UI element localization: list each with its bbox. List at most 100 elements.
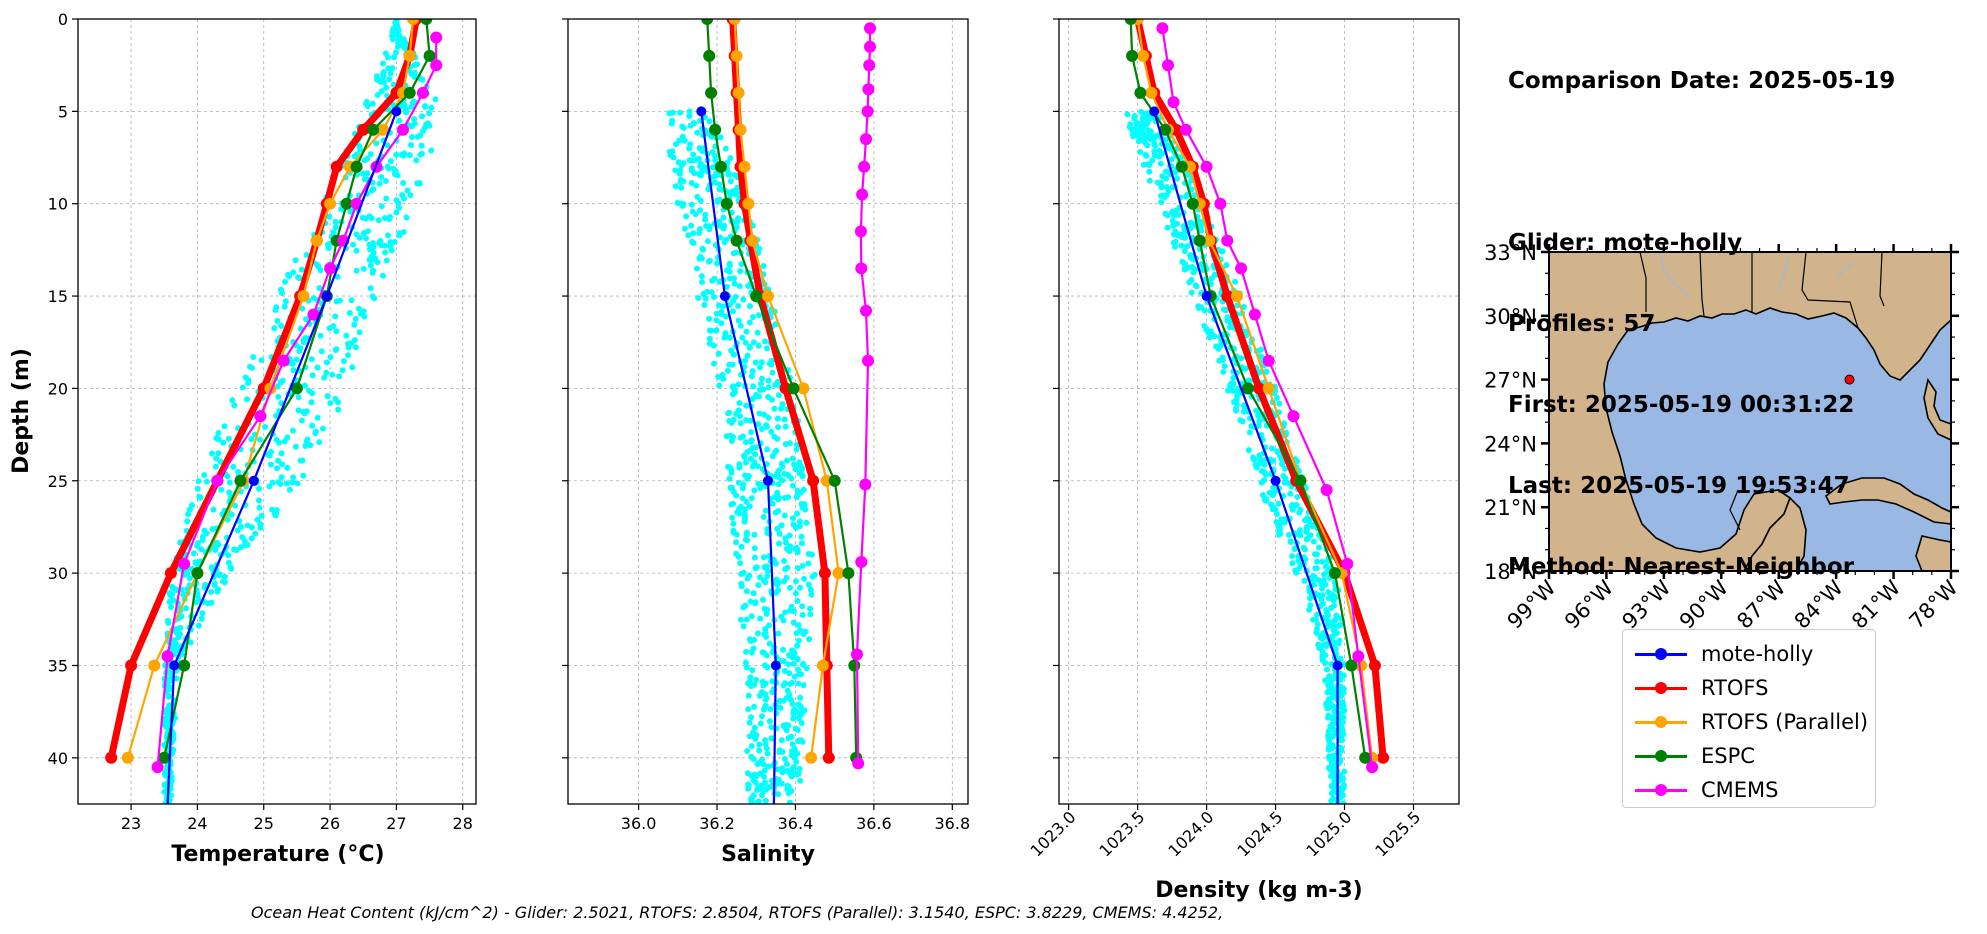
x-tick-label: 1024.5	[1233, 807, 1286, 860]
glider-scatter-point	[755, 784, 762, 791]
glider-scatter-point	[1304, 523, 1311, 530]
series-marker-espc	[730, 234, 743, 247]
glider-scatter-point	[709, 149, 716, 156]
glider-scatter-point	[1245, 377, 1252, 384]
series-marker-cmems	[860, 133, 872, 146]
glider-scatter-point	[798, 533, 805, 540]
glider-scatter-point	[323, 359, 330, 366]
glider-scatter-point	[173, 675, 180, 682]
glider-scatter-point	[789, 482, 796, 489]
glider-scatter-point	[1333, 615, 1339, 622]
series-marker-espc	[1134, 86, 1147, 99]
comparison-info: Comparison Date: 2025-05-19 Glider: mote…	[1508, 14, 1895, 608]
glider-scatter-point	[749, 463, 756, 470]
glider-scatter-point	[692, 211, 699, 218]
glider-scatter-point	[364, 170, 371, 177]
glider-scatter-point	[762, 680, 769, 687]
glider-scatter-point	[713, 327, 720, 334]
glider-scatter-point	[1187, 219, 1194, 226]
glider-scatter-point	[302, 443, 309, 449]
series-marker-rtofs	[1221, 290, 1234, 303]
glider-scatter-point	[755, 421, 762, 428]
glider-scatter-point	[807, 605, 814, 612]
glider-scatter-point	[360, 170, 367, 177]
glider-scatter-point	[809, 573, 816, 580]
glider-scatter-point	[387, 243, 394, 249]
glider-scatter-point	[764, 664, 771, 671]
glider-scatter-point	[781, 756, 788, 762]
glider-scatter-point	[1322, 677, 1329, 684]
glider-scatter-point	[747, 598, 754, 605]
map-lon-label: 78°W	[1905, 575, 1963, 633]
glider-scatter-point	[369, 293, 376, 300]
glider-scatter-point	[791, 461, 798, 468]
glider-scatter-point	[383, 257, 390, 264]
glider-scatter-point	[411, 116, 418, 123]
legend: mote-holly RTOFS RTOFS (Parallel) ESPC C…	[1622, 629, 1876, 808]
glider-scatter-point	[1325, 620, 1332, 627]
glider-scatter-point	[165, 693, 172, 700]
map-lat-label: 30°N	[1484, 305, 1537, 329]
glider-scatter-point	[1301, 577, 1308, 584]
glider-scatter-point	[169, 583, 176, 590]
glider-scatter-point	[296, 275, 303, 282]
glider-scatter-point	[794, 770, 801, 777]
glider-scatter-point	[765, 763, 772, 770]
series-marker-cmems	[1352, 650, 1365, 663]
glider-scatter-point	[744, 475, 751, 482]
glider-scatter-point	[760, 514, 767, 520]
glider-scatter-point	[303, 316, 310, 323]
series-marker-cmems	[854, 225, 867, 238]
glider-scatter-point	[748, 714, 755, 721]
glider-scatter-point	[1220, 368, 1227, 375]
glider-scatter-point	[221, 573, 228, 580]
glider-scatter-point	[1138, 108, 1145, 115]
glider-scatter-point	[769, 369, 776, 376]
glider-scatter-point	[752, 451, 758, 458]
glider-scatter-point	[788, 773, 795, 780]
glider-scatter-point	[290, 367, 297, 374]
glider-scatter-point	[220, 578, 226, 585]
glider-scatter-point	[1263, 496, 1270, 503]
glider-scatter-point	[726, 409, 733, 416]
glider-scatter-point	[705, 186, 712, 193]
glider-scatter-point	[408, 103, 415, 110]
series-marker-mote-holly	[763, 475, 773, 486]
glider-scatter-point	[193, 599, 200, 606]
series-marker-espc	[234, 474, 247, 487]
glider-scatter-point	[202, 581, 209, 588]
glider-scatter-point	[755, 342, 762, 349]
glider-scatter-point	[400, 229, 407, 235]
glider-scatter-point	[801, 707, 808, 714]
glider-scatter-point	[730, 520, 737, 527]
legend-swatch-rtofs-parallel	[1631, 712, 1691, 732]
glider-scatter-point	[726, 171, 733, 178]
glider-scatter-point	[1240, 304, 1247, 310]
glider-scatter-point	[239, 384, 246, 391]
glider-scatter-point	[762, 786, 769, 793]
glider-scatter-point	[762, 338, 768, 345]
glider-scatter-point	[1323, 643, 1330, 650]
glider-scatter-point	[706, 223, 713, 230]
glider-scatter-point	[1233, 407, 1239, 414]
series-marker-espc	[1124, 19, 1137, 25]
glider-scatter-point	[1328, 790, 1335, 797]
glider-scatter-point	[1145, 114, 1152, 121]
glider-scatter-point	[784, 457, 790, 464]
series-marker-rtofs-parallel	[746, 234, 759, 247]
glider-scatter-point	[1239, 418, 1246, 425]
glider-scatter-point	[1319, 654, 1326, 661]
glider-scatter-point	[746, 319, 753, 326]
glider-scatter-point	[711, 294, 717, 300]
glider-scatter-point	[1275, 500, 1282, 507]
glider-scatter-point	[693, 265, 700, 272]
glider-scatter-point	[162, 770, 168, 777]
glider-scatter-point	[774, 435, 781, 442]
series-marker-rtofs	[330, 160, 343, 173]
glider-scatter-point	[1319, 585, 1326, 592]
glider-scatter-point	[742, 339, 749, 346]
glider-scatter-point	[199, 534, 206, 540]
glider-scatter-point	[796, 459, 803, 466]
glider-scatter-point	[736, 505, 743, 512]
glider-scatter-point	[738, 571, 745, 577]
